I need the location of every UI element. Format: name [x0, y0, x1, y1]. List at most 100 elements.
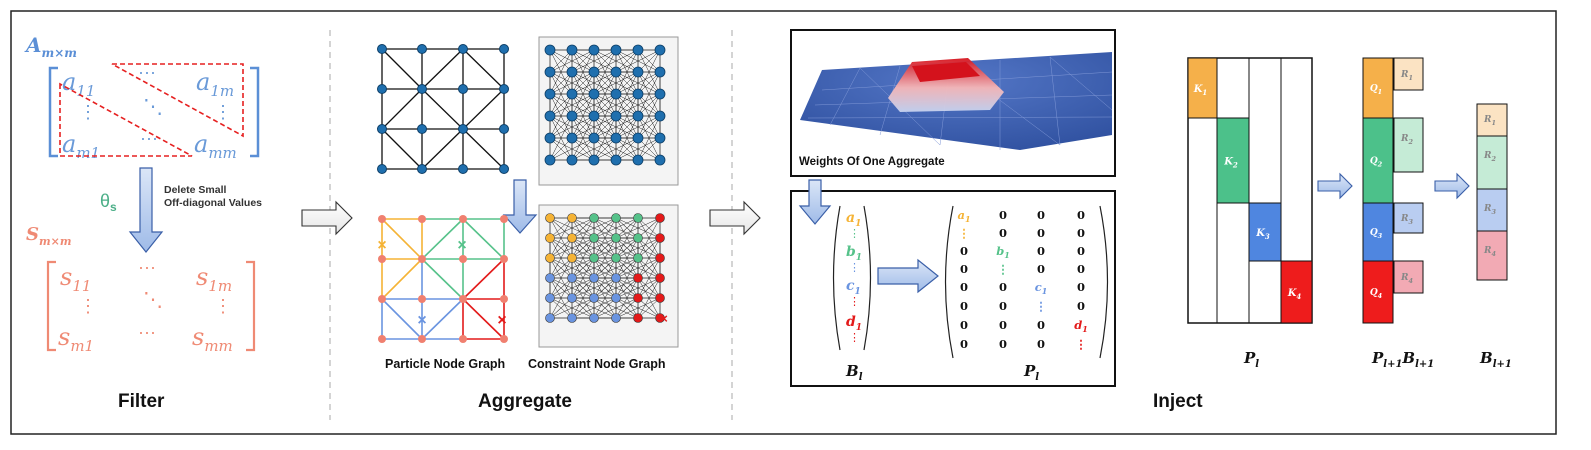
- bl-dots: ⋮: [849, 296, 860, 308]
- constraint-node: [588, 66, 600, 78]
- constraint-edge: [549, 297, 573, 319]
- graph-node: [499, 124, 509, 134]
- pl-bottom-label: Pl: [1243, 349, 1259, 370]
- pl-zero: 0: [1037, 318, 1045, 332]
- k-label-3: K3: [1255, 228, 1270, 241]
- pl-zero: 0: [999, 280, 1007, 294]
- constraint-edge: [549, 257, 595, 279]
- bl-dots: ⋮: [849, 228, 860, 240]
- constraint-node: [589, 233, 599, 243]
- constraint-node: [611, 313, 621, 323]
- pl-zero: 0: [1037, 262, 1045, 276]
- particle-node: [418, 335, 426, 343]
- r-block-right-4: [1476, 230, 1508, 281]
- constraint-edge: [571, 49, 617, 73]
- particle-node: [459, 255, 467, 263]
- constraint-node: [545, 213, 555, 223]
- constraint-edge: [615, 137, 661, 161]
- grid-edge: [421, 48, 464, 90]
- constraint-node: [544, 132, 556, 144]
- constraint-edge: [593, 137, 639, 161]
- constraint-edge: [615, 71, 661, 95]
- inject-panel: Weights Of One Aggregate a1⋮b1⋮c1⋮d1⋮ a1…: [790, 29, 1512, 412]
- particle-node: [500, 295, 508, 303]
- graph-node: [417, 164, 427, 174]
- pl-zero: 0: [960, 299, 968, 313]
- arrow-aggregate-to-inject: [709, 200, 761, 236]
- graph-node: [417, 84, 427, 94]
- graph-node: [499, 164, 509, 174]
- s-dots-left: ⋮: [79, 296, 97, 316]
- constraint-node: [589, 213, 599, 223]
- constraint-node: [610, 110, 622, 122]
- constraint-edge: [571, 277, 617, 299]
- particle-node: [500, 255, 508, 263]
- r-block-right-2: [1476, 135, 1508, 190]
- particle-caption: Particle Node Graph: [385, 357, 505, 371]
- pl-to-product-arrow: [1317, 172, 1353, 200]
- constraint-edge: [571, 297, 617, 319]
- grid-edge: [462, 48, 505, 90]
- constraint-node: [610, 132, 622, 144]
- constraint-node: [588, 88, 600, 100]
- grid-edge: [381, 48, 423, 90]
- particle-node: [418, 215, 426, 223]
- particle-node: [418, 255, 426, 263]
- constraint-edge: [593, 217, 639, 239]
- aggregate-weight-peak: [912, 62, 980, 82]
- graph-node: [499, 44, 509, 54]
- constraint-edge: [615, 49, 661, 73]
- bl-dots: ⋮: [849, 262, 860, 274]
- k-blocks: K1 K2 K3 K4: [1187, 57, 1313, 324]
- graph-node: [458, 124, 468, 134]
- constraint-node: [632, 110, 644, 122]
- constraint-node: [654, 154, 666, 166]
- constraint-node: [633, 233, 643, 243]
- constraint-node: [633, 273, 643, 283]
- graph-node: [377, 84, 387, 94]
- constraint-node: [566, 132, 578, 144]
- pl-zero: 0: [999, 208, 1007, 222]
- pl-dots: ⋮: [997, 262, 1009, 276]
- constraint-node: [633, 293, 643, 303]
- constraint-node: [633, 313, 643, 323]
- constraint-edge: [615, 297, 639, 319]
- aggregate-edge: [381, 298, 423, 340]
- a-dots-diag: ⋱: [143, 96, 163, 118]
- a-dots-left: ⋮: [79, 102, 97, 122]
- graph-node: [458, 44, 468, 54]
- k-label-2: K2: [1223, 157, 1238, 170]
- constraint-edge: [549, 257, 573, 279]
- constraint-node: [588, 132, 600, 144]
- q-block-2: [1362, 117, 1394, 204]
- grid-edge: [421, 88, 464, 130]
- particle-node: [459, 215, 467, 223]
- grid-edge: [421, 128, 464, 170]
- q-block-4: [1362, 260, 1394, 324]
- constraint-node: [545, 313, 555, 323]
- constraint-edge: [615, 93, 661, 117]
- constraint-node: [654, 88, 666, 100]
- pl-zero: 0: [1077, 262, 1085, 276]
- graph-node: [377, 44, 387, 54]
- constraint-node: [655, 293, 665, 303]
- matrix-a-left-bracket: [48, 66, 58, 158]
- particle-aggregate-graph: × × × ×: [377, 215, 508, 343]
- constraint-node: [567, 233, 577, 243]
- constraint-edge: [571, 71, 617, 95]
- constraint-node: [611, 273, 621, 283]
- particle-node: [378, 295, 386, 303]
- r-block-mid-1: [1393, 57, 1424, 91]
- constraint-edge: [593, 237, 639, 259]
- constraint-node: [566, 154, 578, 166]
- weights-down-arrow: [798, 179, 832, 225]
- matrix-s-left-bracket: [46, 260, 56, 352]
- am1-entry: am1: [62, 130, 100, 162]
- grid-edge: [462, 88, 505, 130]
- constraint-node: [611, 213, 621, 223]
- constraint-node: [588, 44, 600, 56]
- constraint-edge: [637, 297, 661, 319]
- pl-zero: 0: [960, 337, 968, 351]
- delete-note-line1: Delete Small: [164, 184, 227, 196]
- constraint-node: [545, 273, 555, 283]
